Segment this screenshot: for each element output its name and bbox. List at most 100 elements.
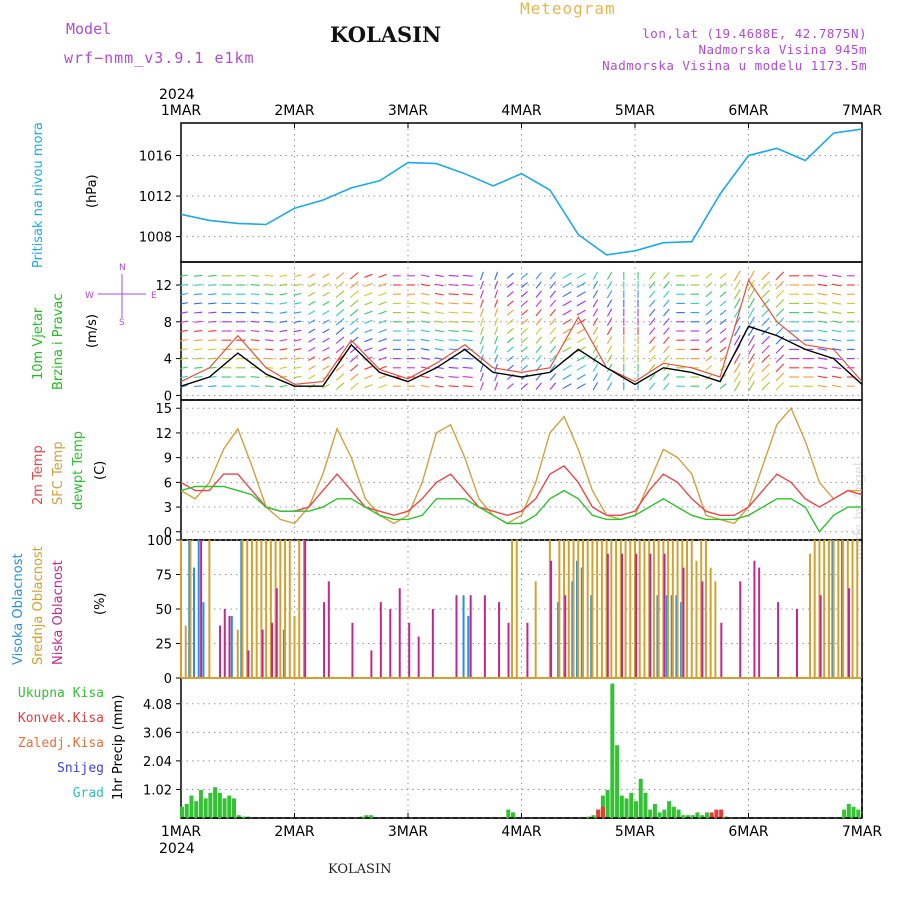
wind-arrow xyxy=(549,354,557,363)
wind-arrow xyxy=(775,326,785,336)
wind-arrow xyxy=(562,328,572,334)
wind-arrow xyxy=(349,373,359,381)
wind-arrow xyxy=(335,318,345,326)
wind-arrow xyxy=(817,384,828,388)
wind-arrow xyxy=(506,309,514,316)
wind-arrow xyxy=(479,326,484,336)
wind-arrow xyxy=(479,271,484,280)
wind-arrow xyxy=(705,282,713,288)
wind-arrow xyxy=(208,339,217,342)
wind-arrow xyxy=(705,300,713,307)
wind-arrow xyxy=(606,317,613,326)
wind-arrow xyxy=(250,293,260,296)
wind-arrow xyxy=(592,336,599,345)
wind-arrow xyxy=(308,328,316,334)
wind-arrow xyxy=(562,383,572,390)
wind-arrow xyxy=(279,348,288,351)
wind-arrow xyxy=(180,375,188,379)
precip-bar-0 xyxy=(369,815,374,818)
wind-arrow xyxy=(592,280,599,290)
wind-arrow xyxy=(434,348,444,351)
wind-arrow xyxy=(562,282,572,288)
wind-arrow xyxy=(322,365,330,371)
wind-arrow xyxy=(719,318,727,325)
wind-arrow xyxy=(761,363,770,373)
wind-arrow xyxy=(208,302,217,305)
wind-arrow xyxy=(308,291,316,297)
wind-arrow xyxy=(349,364,359,372)
wind-arrow xyxy=(535,290,542,298)
wind-arrow xyxy=(705,383,713,390)
elevation-text: Nadmorska Visina 945m xyxy=(698,42,867,57)
wind-arrow xyxy=(549,373,557,381)
pressure-series-line xyxy=(180,128,863,256)
wind-arrow xyxy=(648,345,656,354)
wind-arrow xyxy=(434,384,444,388)
precip-bar-0 xyxy=(648,809,653,818)
wind-speed-line xyxy=(180,325,863,387)
wind-arrow xyxy=(279,292,288,296)
wind-arrow xyxy=(364,374,373,380)
wind-arrow xyxy=(322,301,330,306)
y-tick-label: 3 xyxy=(164,501,172,516)
wind-arrow xyxy=(506,364,514,371)
wind-arrow xyxy=(279,338,288,342)
wind-arrow xyxy=(308,319,316,325)
wind-arrow xyxy=(663,318,670,326)
wind-arrow xyxy=(250,385,260,388)
bottom-day-tick-label: 1MAR xyxy=(161,824,202,840)
wind-arrow xyxy=(494,326,499,336)
wind-arrow xyxy=(264,339,274,342)
wind-arrow xyxy=(494,372,499,382)
wind-arrow xyxy=(705,337,713,344)
wind-arrow xyxy=(663,382,670,390)
wind-arrow xyxy=(592,317,599,326)
wind-arrow xyxy=(775,381,785,391)
wind-arrow xyxy=(705,272,713,279)
wind-arrow xyxy=(549,290,557,298)
wind-arrow xyxy=(462,320,473,323)
wind-arrow xyxy=(378,374,387,380)
wind-arrow xyxy=(494,382,499,391)
wind-arrow xyxy=(335,299,345,308)
legend-snow: Snijeg xyxy=(57,761,104,776)
wind-arrow xyxy=(549,299,557,308)
wind-arrow xyxy=(208,348,217,351)
wind-arrow xyxy=(349,382,359,390)
wind-arrow xyxy=(279,311,288,314)
wind-arrow xyxy=(364,384,373,389)
wind-arrow xyxy=(549,327,557,335)
wind-arrow xyxy=(434,338,444,342)
wind-arrow xyxy=(349,318,359,326)
y-tick-label: 100 xyxy=(147,534,172,549)
wind-arrow xyxy=(279,375,288,379)
wind-arrow xyxy=(180,320,188,324)
wind-arrow xyxy=(180,292,188,296)
wind-arrow xyxy=(576,383,586,390)
wind-arrow xyxy=(378,328,387,334)
wind-arrow xyxy=(831,384,842,388)
wind-arrow xyxy=(576,355,586,362)
dew-label: dewpt Temp xyxy=(71,431,86,510)
precip-bar-0 xyxy=(364,815,369,818)
wind-arrow xyxy=(448,376,459,378)
wind-arrow xyxy=(831,338,842,342)
wind-arrow xyxy=(378,282,387,288)
wind-arrow xyxy=(462,376,473,378)
wind-arrow xyxy=(592,372,599,382)
pressure-label: Pritisak na nivou mora xyxy=(31,122,46,268)
wind-arrow xyxy=(648,336,656,344)
wind-arrow xyxy=(761,289,770,299)
wind-arrow xyxy=(748,334,755,346)
pressure-unit: (hPa) xyxy=(85,174,100,208)
wind-arrow xyxy=(308,337,316,343)
wind-arrow xyxy=(293,357,302,360)
precip-bar-0 xyxy=(851,806,856,818)
precip-bar-0 xyxy=(506,809,511,818)
wind-arrow xyxy=(576,300,586,307)
wind-arrow xyxy=(521,272,528,279)
wind-arrow xyxy=(576,328,586,334)
wind-arrow xyxy=(308,310,316,315)
wind-arrow xyxy=(335,382,345,390)
